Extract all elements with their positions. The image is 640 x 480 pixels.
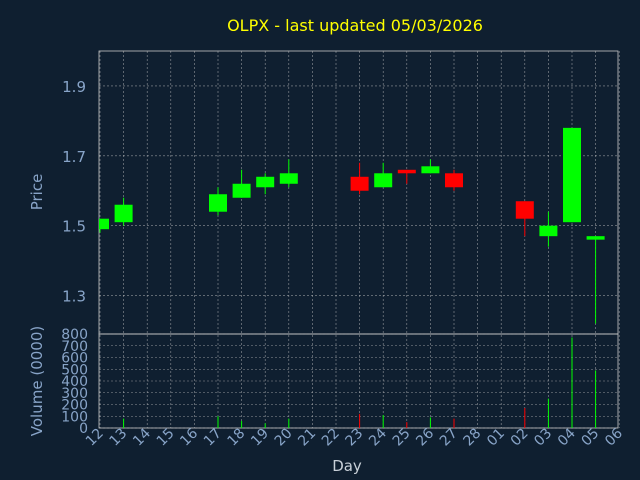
x-tick-label: 27 [437,426,461,450]
x-axis-label: Day [332,457,362,475]
price-tick-label: 1.9 [62,78,86,96]
candle-body-up [99,218,109,230]
candle-body-up [114,204,133,223]
candle-body-up [421,166,440,174]
candle-body-up [256,176,275,188]
volume-tick-label: 500 [61,362,88,378]
x-tick-label: 04 [555,425,579,449]
x-tick-label: 19 [248,426,272,450]
volume-tick-label: 300 [61,386,88,402]
price-tick-label: 1.3 [62,288,86,306]
volume-tick-label: 100 [61,409,88,425]
volume-bars-layer [123,337,597,428]
candles-layer [99,127,605,324]
candle-body-up [563,127,581,223]
candle-body-down [397,169,416,174]
candle-body-up [279,173,298,184]
grid-layer [98,50,620,429]
x-tick-label: 16 [177,425,201,449]
volume-tick-label: 0 [79,421,88,437]
x-tick-label: 05 [579,426,603,450]
volume-tick-label: 700 [61,339,88,355]
candle-body-down [350,176,369,191]
x-tick-label: 03 [531,426,555,450]
price-tick-label: 1.5 [62,218,86,236]
candle-body-up [374,173,393,188]
x-tick-label: 15 [154,426,178,450]
candle-body-up [586,236,605,240]
x-tick-label: 02 [508,426,532,450]
candle-body-up [209,194,227,212]
price-panel-frame [98,50,619,335]
x-tick-label: 26 [413,425,437,449]
x-tick-label: 20 [272,426,296,450]
x-tick-label: 06 [602,425,626,449]
x-tick-label: 18 [225,426,249,450]
x-tick-label: 14 [130,425,154,449]
x-tick-label: 28 [461,426,485,450]
volume-tick-label: 600 [61,351,88,367]
volume-tick-label: 800 [61,327,88,343]
x-tick-label: 25 [390,426,414,450]
x-tick-label: 13 [107,426,131,450]
candle-body-down [515,201,534,219]
x-tick-label: 24 [366,425,390,449]
price-axis-label: Price [28,174,46,211]
candle-body-down [445,173,463,188]
price-tick-label: 1.7 [62,148,86,166]
x-tick-label: 17 [201,426,225,450]
volume-tick-label: 200 [61,398,88,414]
chart-title: OLPX - last updated 05/03/2026 [227,16,483,35]
x-tick-label: 22 [319,426,343,450]
candle-body-up [539,225,558,237]
x-tick-label: 21 [295,426,319,450]
candle-body-up [232,183,251,198]
candle-group [99,127,605,324]
x-tick-label: 01 [484,426,508,450]
volume-tick-label: 400 [61,374,88,390]
volume-axis-label: Volume (0000) [28,326,46,436]
volume-panel-frame [98,333,619,429]
x-tick-label: 23 [343,426,367,450]
